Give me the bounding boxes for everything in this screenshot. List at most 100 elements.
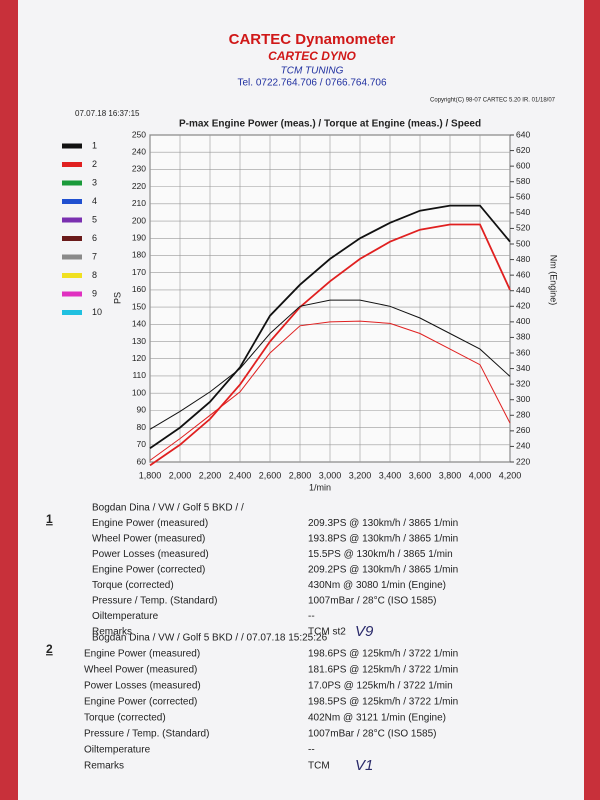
x-tick-label: 3,800 xyxy=(439,470,462,480)
y2-tick-label: 280 xyxy=(516,410,530,420)
y2-tick-label: 640 xyxy=(516,129,530,139)
row-value: 181.6PS @ 125km/h / 3722 1/min xyxy=(308,665,458,676)
row-label: Torque (corrected) xyxy=(84,713,166,724)
y2-tick-label: 400 xyxy=(516,316,530,326)
handwritten-note: V9 xyxy=(355,623,374,640)
series-line xyxy=(149,320,511,461)
row-value: TCM st2 xyxy=(308,627,346,638)
legend-swatch xyxy=(62,236,82,241)
report-title: Bogdan Dina / VW / Golf 5 BKD / / 07.07.… xyxy=(92,633,328,644)
y2-tick-label: 240 xyxy=(516,441,530,451)
legend-label: 1 xyxy=(92,140,97,150)
y-tick-label: 80 xyxy=(137,422,147,432)
y2-tick-label: 500 xyxy=(516,238,530,248)
row-value: TCM xyxy=(308,761,330,772)
y-tick-label: 60 xyxy=(137,456,147,466)
row-label: Wheel Power (measured) xyxy=(92,534,205,545)
x-axis-label: 1/min xyxy=(309,482,331,492)
header-tuner: TCM TUNING xyxy=(281,66,344,77)
y-tick-label: 160 xyxy=(132,284,146,294)
y2-tick-label: 380 xyxy=(516,332,530,342)
y2-tick-label: 360 xyxy=(516,347,530,357)
row-label: Engine Power (corrected) xyxy=(84,697,197,708)
row-label: Remarks xyxy=(92,627,132,638)
y2-tick-label: 320 xyxy=(516,378,530,388)
row-value: 15.5PS @ 130km/h / 3865 1/min xyxy=(308,549,453,560)
y-tick-label: 220 xyxy=(132,181,146,191)
y-tick-label: 190 xyxy=(132,233,146,243)
legend-swatch xyxy=(62,310,82,315)
legend-label: 2 xyxy=(92,159,97,169)
y2-tick-label: 300 xyxy=(516,394,530,404)
row-value: 430Nm @ 3080 1/min (Engine) xyxy=(308,580,446,591)
legend-label: 5 xyxy=(92,214,97,224)
row-value: -- xyxy=(308,611,315,622)
y-tick-label: 210 xyxy=(132,198,146,208)
y-axis-label: PS xyxy=(112,292,122,304)
y-tick-label: 110 xyxy=(132,370,146,380)
header-title: CARTEC Dynamometer xyxy=(229,31,396,48)
report-number: 2 xyxy=(46,642,53,656)
y-tick-label: 230 xyxy=(132,164,146,174)
row-label: Oiltemperature xyxy=(92,611,159,622)
y-tick-label: 200 xyxy=(132,215,146,225)
legend-swatch xyxy=(62,254,82,260)
y2-tick-label: 260 xyxy=(516,425,530,435)
y-tick-label: 180 xyxy=(132,250,146,260)
row-label: Engine Power (corrected) xyxy=(92,565,205,576)
row-label: Torque (corrected) xyxy=(92,580,174,591)
x-tick-label: 4,000 xyxy=(469,470,492,480)
y2-tick-label: 580 xyxy=(516,176,530,186)
y-tick-label: 70 xyxy=(137,439,147,449)
legend-label: 10 xyxy=(92,307,102,317)
row-label: Power Losses (measured) xyxy=(92,549,209,560)
x-tick-label: 2,000 xyxy=(169,470,192,480)
row-value: 1007mBar / 28°C (ISO 1585) xyxy=(308,596,437,607)
row-value: 198.5PS @ 125km/h / 3722 1/min xyxy=(308,697,458,708)
row-label: Oiltemperature xyxy=(84,745,151,756)
legend-swatch xyxy=(62,180,82,186)
legend-label: 4 xyxy=(92,196,97,206)
y-tick-label: 240 xyxy=(132,146,146,156)
row-label: Pressure / Temp. (Standard) xyxy=(84,729,209,740)
y-tick-label: 90 xyxy=(137,405,147,415)
x-tick-label: 4,200 xyxy=(499,470,522,480)
x-tick-label: 2,200 xyxy=(199,470,222,480)
x-tick-label: 2,800 xyxy=(289,470,312,480)
y2-tick-label: 480 xyxy=(516,254,530,264)
row-value: -- xyxy=(308,745,315,756)
series-line xyxy=(149,299,511,430)
y-tick-label: 170 xyxy=(132,267,146,277)
legend-swatch xyxy=(62,162,82,167)
y2-tick-label: 460 xyxy=(516,269,530,279)
row-value: 209.3PS @ 130km/h / 3865 1/min xyxy=(308,518,458,529)
row-value: 402Nm @ 3121 1/min (Engine) xyxy=(308,713,446,724)
y-tick-label: 250 xyxy=(132,129,146,139)
report-number: 1 xyxy=(46,512,53,526)
header-phone: Tel. 0722.764.706 / 0766.764.706 xyxy=(237,78,386,89)
row-value: 1007mBar / 28°C (ISO 1585) xyxy=(308,729,437,740)
y2-tick-label: 520 xyxy=(516,223,530,233)
series-line xyxy=(149,204,511,449)
legend-label: 8 xyxy=(92,270,97,280)
legend-swatch xyxy=(62,273,82,278)
y2-tick-label: 620 xyxy=(516,145,530,155)
legend-label: 6 xyxy=(92,233,97,243)
y-tick-label: 100 xyxy=(132,387,146,397)
x-tick-label: 2,600 xyxy=(259,470,282,480)
y-tick-label: 130 xyxy=(132,336,146,346)
copyright: Copyright(C) 98-07 CARTEC 5.20 IR. 01/18… xyxy=(430,98,556,104)
report-title: Bogdan Dina / VW / Golf 5 BKD / / xyxy=(92,503,244,514)
legend-swatch xyxy=(62,217,82,223)
x-tick-label: 2,400 xyxy=(229,470,252,480)
legend-swatch xyxy=(62,199,82,204)
y2-tick-label: 440 xyxy=(516,285,530,295)
x-tick-label: 3,200 xyxy=(349,470,372,480)
x-tick-label: 3,400 xyxy=(379,470,402,480)
y2-tick-label: 540 xyxy=(516,207,530,217)
handwritten-note: V1 xyxy=(355,757,373,774)
chart-title: P-max Engine Power (meas.) / Torque at E… xyxy=(179,119,481,130)
row-label: Engine Power (measured) xyxy=(84,649,200,660)
x-tick-label: 1,800 xyxy=(139,470,162,480)
